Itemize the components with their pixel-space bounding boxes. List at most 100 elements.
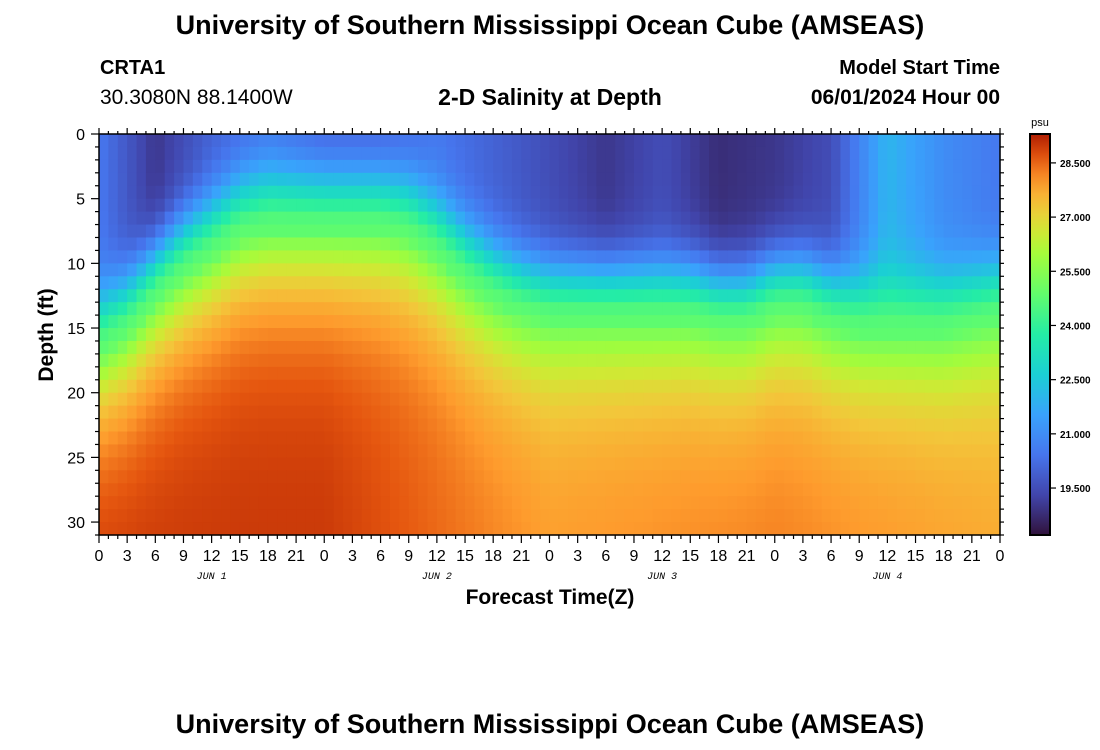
heatmap-cell [164, 392, 175, 407]
heatmap-cell [483, 392, 494, 407]
heatmap-cell [596, 250, 607, 264]
heatmap-cell [943, 185, 954, 200]
heatmap-cell [267, 366, 278, 381]
heatmap-cell [755, 185, 766, 200]
heatmap-cell [577, 315, 588, 329]
heatmap-cell [643, 134, 654, 148]
heatmap-cell [568, 483, 579, 497]
heatmap-cell [305, 315, 316, 329]
heatmap-cell [615, 198, 626, 213]
heatmap-cell [774, 172, 785, 187]
heatmap-cell [924, 237, 935, 252]
heatmap-cell [680, 289, 691, 303]
heatmap-cell [859, 392, 870, 407]
heatmap-cell [277, 134, 288, 148]
heatmap-cell [286, 496, 297, 510]
heatmap-cell [174, 146, 185, 161]
heatmap-cell [633, 263, 644, 277]
heatmap-cell [540, 366, 551, 381]
heatmap-cell [408, 405, 419, 420]
heatmap-cell [408, 172, 419, 187]
heatmap-cell [286, 509, 297, 523]
heatmap-cell [361, 522, 372, 536]
heatmap-cell [924, 496, 935, 510]
heatmap-cell [549, 496, 560, 510]
heatmap-cell [117, 509, 128, 523]
heatmap-cell [887, 315, 898, 329]
heatmap-cell [155, 366, 166, 381]
heatmap-cell [155, 289, 166, 303]
heatmap-cell [615, 353, 626, 368]
heatmap-cell [802, 302, 813, 316]
heatmap-cell [953, 211, 964, 226]
heatmap-cell [699, 366, 710, 381]
heatmap-cell [558, 457, 569, 471]
heatmap-cell [727, 224, 738, 239]
heatmap-cell [164, 444, 175, 458]
heatmap-cell [662, 172, 673, 187]
heatmap-cell [408, 431, 419, 446]
heatmap-cell [765, 134, 776, 148]
heatmap-cell [774, 340, 785, 355]
heatmap-cell [361, 405, 372, 420]
heatmap-cell [840, 289, 851, 303]
heatmap-cell [737, 340, 748, 355]
heatmap-cell [643, 276, 654, 290]
heatmap-cell [699, 379, 710, 394]
heatmap-cell [953, 340, 964, 355]
heatmap-cell [633, 185, 644, 200]
heatmap-cell [737, 224, 748, 239]
heatmap-cell [540, 134, 551, 148]
heatmap-cell [924, 315, 935, 329]
heatmap-cell [380, 353, 391, 368]
heatmap-cell [521, 159, 532, 174]
heatmap-cell [915, 522, 926, 536]
heatmap-cell [971, 224, 982, 239]
heatmap-cell [127, 457, 138, 471]
heatmap-cell [971, 328, 982, 342]
heatmap-cell [690, 185, 701, 200]
heatmap-cell [906, 418, 917, 433]
heatmap-cell [558, 250, 569, 264]
heatmap-cell [990, 379, 1001, 394]
heatmap-cell [202, 405, 213, 420]
heatmap-cell [483, 496, 494, 510]
heatmap-cell [230, 172, 241, 187]
heatmap-cell [399, 470, 410, 484]
heatmap-cell [296, 328, 307, 342]
heatmap-cell [943, 237, 954, 252]
heatmap-cell [202, 431, 213, 446]
heatmap-cell [286, 483, 297, 497]
heatmap-cell [615, 496, 626, 510]
heatmap-cell [746, 418, 757, 433]
heatmap-cell [896, 315, 907, 329]
heatmap-cell [455, 172, 466, 187]
heatmap-cell [286, 289, 297, 303]
heatmap-cell [868, 185, 879, 200]
heatmap-cell [427, 276, 438, 290]
heatmap-cell [305, 418, 316, 433]
heatmap-cell [887, 134, 898, 148]
heatmap-cell [371, 250, 382, 264]
heatmap-cell [746, 134, 757, 148]
heatmap-cell [418, 263, 429, 277]
heatmap-cell [446, 172, 457, 187]
heatmap-cell [399, 444, 410, 458]
heatmap-cell [549, 302, 560, 316]
heatmap-cell [680, 302, 691, 316]
heatmap-cell [662, 289, 673, 303]
heatmap-cell [455, 340, 466, 355]
heatmap-cell [746, 353, 757, 368]
heatmap-cell [436, 146, 447, 161]
x-tick-label: 3 [123, 548, 132, 565]
heatmap-cell [427, 522, 438, 536]
heatmap-cell [183, 496, 194, 510]
heatmap-cell [418, 289, 429, 303]
heatmap-cell [267, 431, 278, 446]
heatmap-cell [934, 159, 945, 174]
heatmap-cell [953, 146, 964, 161]
heatmap-cell [802, 392, 813, 407]
heatmap-cell [605, 509, 616, 523]
heatmap-cell [887, 509, 898, 523]
heatmap-cell [868, 224, 879, 239]
